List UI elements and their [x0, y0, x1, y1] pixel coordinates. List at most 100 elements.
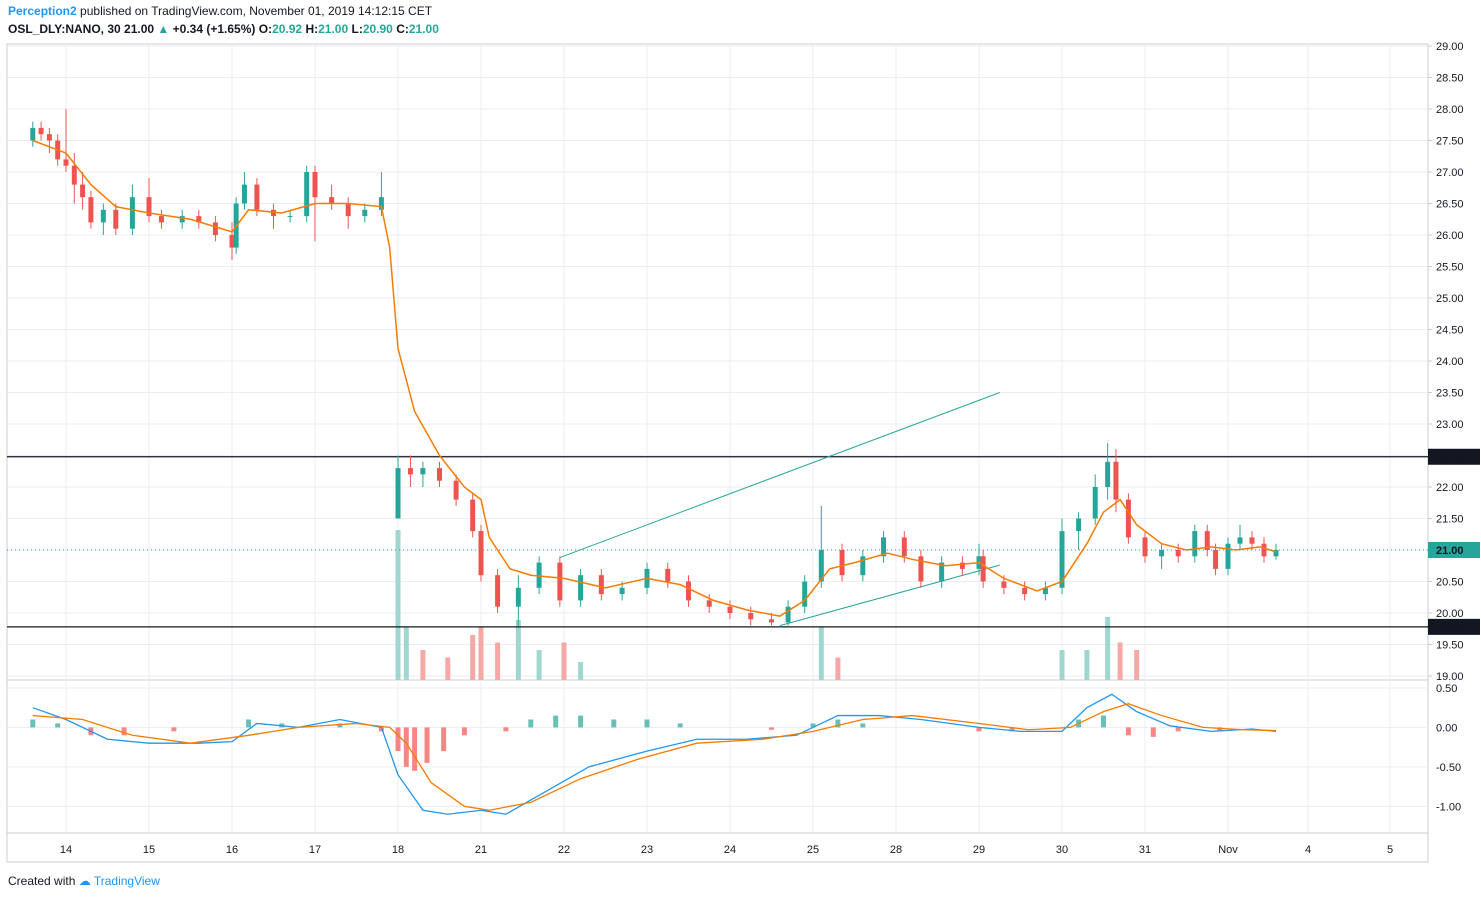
macd-histogram-bar — [1217, 727, 1223, 732]
macd-histogram-bar — [553, 715, 559, 728]
low-value: 20.90 — [362, 22, 393, 36]
candle-body — [515, 587, 521, 607]
candle-body — [129, 197, 135, 229]
y-tick-label: 28.50 — [1436, 73, 1464, 85]
macd-histogram-bar — [461, 727, 467, 736]
candle-body — [158, 216, 164, 223]
open-value: 20.92 — [272, 22, 303, 36]
macd-histogram-bar — [810, 723, 816, 728]
candle-body — [113, 209, 119, 229]
candle-body — [1213, 550, 1219, 569]
macd-histogram-bar — [578, 715, 584, 728]
candle-body — [1001, 581, 1007, 588]
macd-histogram-bar — [1009, 727, 1015, 732]
candle-body — [1113, 461, 1119, 500]
candle-body — [1105, 461, 1111, 487]
candle-body — [802, 581, 808, 607]
candle-body — [818, 550, 824, 582]
candle-body — [939, 562, 945, 582]
y-tick-label: 27.50 — [1436, 136, 1464, 148]
volume-bar — [561, 642, 567, 680]
y-tick-label: 19.00 — [1436, 671, 1464, 683]
author-link[interactable]: Perception2 — [8, 4, 77, 18]
candle-body — [453, 480, 459, 500]
candle-body — [304, 172, 310, 217]
volume-bar — [403, 627, 409, 680]
x-tick-label: 4 — [1305, 844, 1311, 856]
y-tick-label: 21.50 — [1436, 514, 1464, 526]
x-tick-label: 31 — [1139, 844, 1151, 856]
candle-body — [345, 203, 351, 217]
candle-body — [860, 556, 866, 576]
x-tick-label: 30 — [1056, 844, 1068, 856]
candle-body — [179, 216, 185, 223]
publish-info: Perception2 published on TradingView.com… — [8, 4, 432, 18]
candle-body — [980, 556, 986, 582]
x-tick-label: 29 — [973, 844, 985, 856]
macd-histogram-bar — [1101, 715, 1106, 728]
candle-body — [470, 499, 476, 532]
candle-body — [769, 619, 774, 623]
x-tick-label: 22 — [558, 844, 570, 856]
candle-body — [557, 562, 563, 601]
candle-body — [1042, 587, 1048, 595]
y-tick-label: 26.50 — [1436, 199, 1464, 211]
published-text: published on TradingView.com, November 0… — [80, 4, 433, 18]
candle-body — [727, 606, 733, 613]
symbol-name[interactable]: OSL_DLY:NANO, 30 — [8, 22, 121, 36]
level-label: 22.48 — [1436, 452, 1464, 464]
macd-tick-label: 0.00 — [1436, 722, 1457, 734]
candle-body — [1192, 531, 1198, 557]
tradingview-logo-icon[interactable]: ☁ — [78, 874, 91, 888]
candle-body — [1076, 518, 1082, 532]
volume-bar — [835, 657, 841, 680]
last-price: 21.00 — [124, 22, 155, 36]
current-price-label: 21.00 — [1436, 545, 1464, 557]
macd-histogram-bar — [503, 727, 509, 732]
candle-body — [88, 197, 94, 223]
macd-histogram-bar — [171, 727, 177, 732]
candle-body — [30, 127, 36, 141]
volume-bar — [395, 530, 401, 680]
symbol-legend: OSL_DLY:NANO, 30 21.00 ▲ +0.34 (+1.65%) … — [8, 22, 439, 36]
candle-body — [229, 235, 235, 248]
candle-body — [598, 575, 604, 595]
level-label: 19.78 — [1436, 622, 1464, 634]
macd-histogram-bar — [528, 719, 534, 728]
macd-histogram-bar — [860, 723, 866, 728]
y-tick-label: 26.00 — [1436, 230, 1464, 242]
volume-bar — [478, 627, 484, 680]
macd-histogram-bar — [611, 719, 617, 728]
y-tick-label: 24.50 — [1436, 325, 1464, 337]
macd-histogram-bar — [403, 727, 409, 767]
y-tick-label: 19.50 — [1436, 640, 1464, 652]
signal-line — [32, 703, 1277, 811]
macd-histogram-bar — [441, 727, 447, 752]
volume-bar — [1105, 617, 1111, 680]
candle-body — [478, 531, 484, 576]
candle-body — [196, 216, 202, 223]
macd-histogram-bar — [644, 719, 650, 728]
tradingview-brand[interactable]: TradingView — [93, 874, 160, 888]
candle-body — [1249, 537, 1255, 544]
y-tick-label: 20.00 — [1436, 608, 1464, 620]
candle-body — [241, 184, 247, 204]
close-value: 21.00 — [408, 22, 439, 36]
candle-body — [312, 172, 318, 198]
candle-body — [1142, 537, 1148, 557]
candle-body — [80, 184, 86, 198]
price-change: +0.34 (+1.65%) — [172, 22, 256, 36]
y-tick-label: 22.00 — [1436, 482, 1464, 494]
candle-body — [329, 197, 335, 204]
candle-body — [748, 613, 754, 620]
candle-body — [901, 537, 907, 557]
volume-bar — [818, 627, 824, 680]
low-label: L: — [351, 22, 363, 36]
macd-histogram-bar — [769, 727, 774, 730]
current-price-label-bg — [1428, 542, 1480, 558]
candle-body — [271, 209, 276, 217]
y-tick-label: 25.50 — [1436, 262, 1464, 274]
candle-body — [686, 581, 691, 601]
candle-body — [395, 468, 401, 519]
